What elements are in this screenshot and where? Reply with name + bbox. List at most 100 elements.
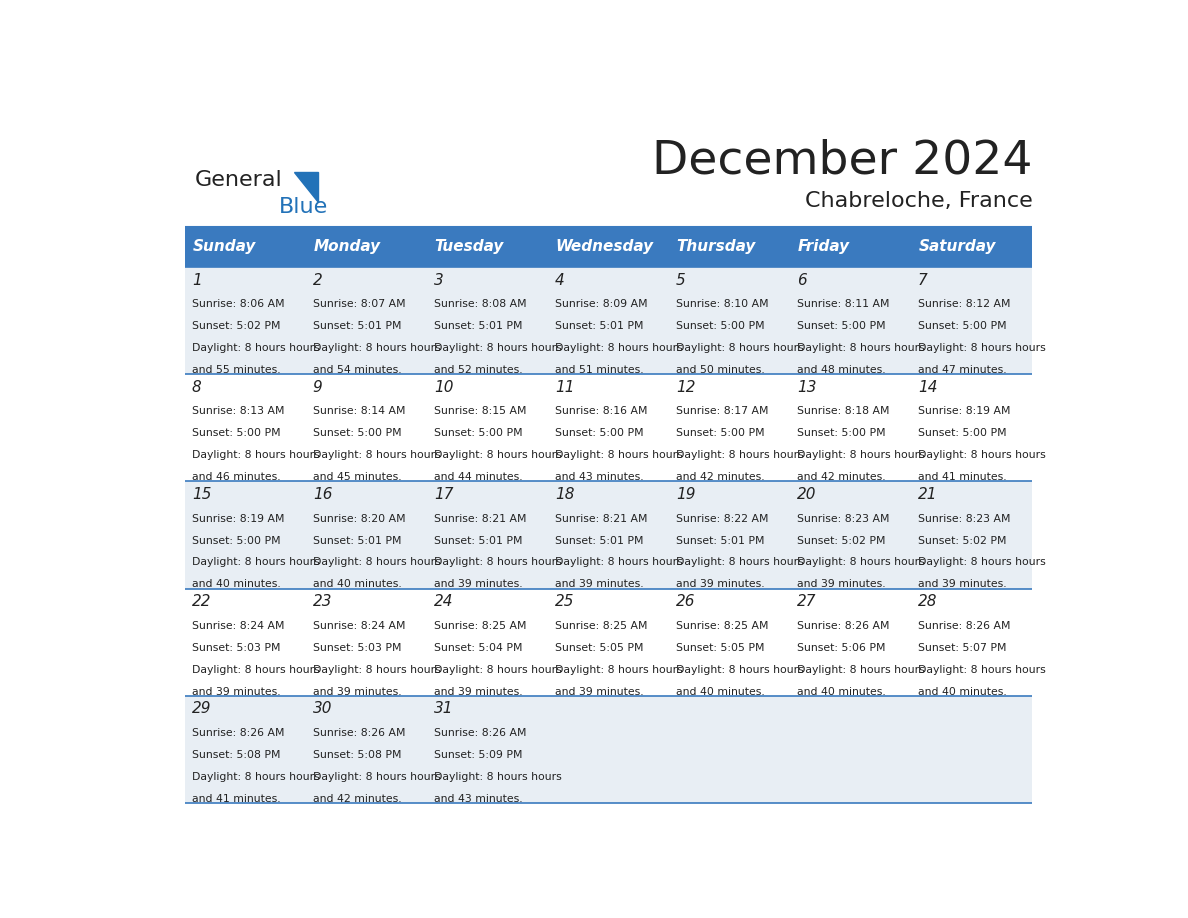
Text: Daylight: 8 hours hours: Daylight: 8 hours hours xyxy=(191,665,320,675)
Text: and 39 minutes.: and 39 minutes. xyxy=(797,579,885,589)
Text: Daylight: 8 hours hours: Daylight: 8 hours hours xyxy=(191,451,320,460)
Text: 18: 18 xyxy=(555,487,574,502)
Bar xyxy=(911,481,1032,588)
Text: Sunrise: 8:18 AM: Sunrise: 8:18 AM xyxy=(797,407,890,417)
Text: Sunrise: 8:26 AM: Sunrise: 8:26 AM xyxy=(797,621,890,631)
Text: 13: 13 xyxy=(797,380,816,395)
Text: 20: 20 xyxy=(797,487,816,502)
Text: Daylight: 8 hours hours: Daylight: 8 hours hours xyxy=(312,451,441,460)
Text: 11: 11 xyxy=(555,380,574,395)
Text: Daylight: 8 hours hours: Daylight: 8 hours hours xyxy=(555,665,683,675)
Text: Daylight: 8 hours hours: Daylight: 8 hours hours xyxy=(555,451,683,460)
Bar xyxy=(911,267,1032,375)
Text: and 52 minutes.: and 52 minutes. xyxy=(434,365,523,375)
Bar xyxy=(185,696,307,803)
Text: and 40 minutes.: and 40 minutes. xyxy=(918,687,1006,697)
Text: Sunrise: 8:19 AM: Sunrise: 8:19 AM xyxy=(191,513,284,523)
Text: Sunset: 5:05 PM: Sunset: 5:05 PM xyxy=(555,643,643,653)
Text: Sunset: 5:05 PM: Sunset: 5:05 PM xyxy=(676,643,764,653)
Text: Sunset: 5:01 PM: Sunset: 5:01 PM xyxy=(312,535,402,545)
Text: and 55 minutes.: and 55 minutes. xyxy=(191,365,280,375)
Text: 28: 28 xyxy=(918,594,937,610)
Text: Blue: Blue xyxy=(279,197,329,217)
Text: Daylight: 8 hours hours: Daylight: 8 hours hours xyxy=(191,557,320,567)
Text: Daylight: 8 hours hours: Daylight: 8 hours hours xyxy=(434,557,562,567)
Text: and 44 minutes.: and 44 minutes. xyxy=(434,472,523,482)
Text: and 39 minutes.: and 39 minutes. xyxy=(676,579,764,589)
Text: Sunrise: 8:09 AM: Sunrise: 8:09 AM xyxy=(555,299,647,309)
Text: 16: 16 xyxy=(312,487,333,502)
Text: Sunrise: 8:23 AM: Sunrise: 8:23 AM xyxy=(797,513,890,523)
Text: Sunrise: 8:24 AM: Sunrise: 8:24 AM xyxy=(312,621,405,631)
Text: Daylight: 8 hours hours: Daylight: 8 hours hours xyxy=(676,665,803,675)
Bar xyxy=(307,588,428,696)
Bar xyxy=(549,227,669,267)
Text: Sunrise: 8:13 AM: Sunrise: 8:13 AM xyxy=(191,407,284,417)
Text: 30: 30 xyxy=(312,701,333,716)
Bar xyxy=(307,696,428,803)
Text: Sunrise: 8:25 AM: Sunrise: 8:25 AM xyxy=(555,621,647,631)
Text: Sunset: 5:00 PM: Sunset: 5:00 PM xyxy=(797,429,885,439)
Text: December 2024: December 2024 xyxy=(652,139,1032,184)
Bar xyxy=(185,227,307,267)
Bar xyxy=(307,375,428,481)
Bar xyxy=(669,481,790,588)
Text: Sunrise: 8:23 AM: Sunrise: 8:23 AM xyxy=(918,513,1010,523)
Text: and 39 minutes.: and 39 minutes. xyxy=(918,579,1006,589)
Text: Daylight: 8 hours hours: Daylight: 8 hours hours xyxy=(434,772,562,782)
Text: Sunday: Sunday xyxy=(192,240,257,254)
Text: Daylight: 8 hours hours: Daylight: 8 hours hours xyxy=(434,665,562,675)
Text: 6: 6 xyxy=(797,273,807,287)
Text: and 39 minutes.: and 39 minutes. xyxy=(434,687,523,697)
Text: and 39 minutes.: and 39 minutes. xyxy=(555,687,644,697)
Text: Daylight: 8 hours hours: Daylight: 8 hours hours xyxy=(555,557,683,567)
Text: Sunset: 5:00 PM: Sunset: 5:00 PM xyxy=(918,429,1006,439)
Bar xyxy=(428,267,549,375)
Bar xyxy=(669,227,790,267)
Text: 7: 7 xyxy=(918,273,928,287)
Text: 2: 2 xyxy=(312,273,322,287)
Text: Daylight: 8 hours hours: Daylight: 8 hours hours xyxy=(312,557,441,567)
Bar xyxy=(911,696,1032,803)
Text: and 42 minutes.: and 42 minutes. xyxy=(312,794,402,804)
Text: 22: 22 xyxy=(191,594,211,610)
Bar xyxy=(185,375,307,481)
Bar xyxy=(307,481,428,588)
Text: and 41 minutes.: and 41 minutes. xyxy=(191,794,280,804)
Text: Daylight: 8 hours hours: Daylight: 8 hours hours xyxy=(918,557,1045,567)
Text: Sunrise: 8:22 AM: Sunrise: 8:22 AM xyxy=(676,513,769,523)
Text: 8: 8 xyxy=(191,380,202,395)
Bar xyxy=(185,588,307,696)
Text: Sunrise: 8:10 AM: Sunrise: 8:10 AM xyxy=(676,299,769,309)
Text: Sunset: 5:08 PM: Sunset: 5:08 PM xyxy=(312,750,402,760)
Text: Sunrise: 8:21 AM: Sunrise: 8:21 AM xyxy=(555,513,647,523)
Text: 1: 1 xyxy=(191,273,202,287)
Text: 5: 5 xyxy=(676,273,685,287)
Text: Sunrise: 8:26 AM: Sunrise: 8:26 AM xyxy=(191,728,284,738)
Bar xyxy=(428,227,549,267)
Text: 14: 14 xyxy=(918,380,937,395)
Text: Sunrise: 8:12 AM: Sunrise: 8:12 AM xyxy=(918,299,1010,309)
Text: Sunset: 5:01 PM: Sunset: 5:01 PM xyxy=(676,535,764,545)
Text: Thursday: Thursday xyxy=(677,240,756,254)
Bar xyxy=(790,481,911,588)
Text: 25: 25 xyxy=(555,594,574,610)
Text: Sunset: 5:01 PM: Sunset: 5:01 PM xyxy=(555,535,643,545)
Text: Daylight: 8 hours hours: Daylight: 8 hours hours xyxy=(918,451,1045,460)
Text: and 42 minutes.: and 42 minutes. xyxy=(676,472,764,482)
Text: and 48 minutes.: and 48 minutes. xyxy=(797,365,885,375)
Text: Daylight: 8 hours hours: Daylight: 8 hours hours xyxy=(797,343,924,353)
Text: and 41 minutes.: and 41 minutes. xyxy=(918,472,1006,482)
Text: 10: 10 xyxy=(434,380,454,395)
Text: Monday: Monday xyxy=(314,240,381,254)
Bar xyxy=(790,696,911,803)
Bar xyxy=(669,696,790,803)
Text: 26: 26 xyxy=(676,594,695,610)
Text: Sunrise: 8:26 AM: Sunrise: 8:26 AM xyxy=(312,728,405,738)
Text: 9: 9 xyxy=(312,380,322,395)
Text: Sunrise: 8:08 AM: Sunrise: 8:08 AM xyxy=(434,299,526,309)
Bar xyxy=(911,227,1032,267)
Text: Friday: Friday xyxy=(797,240,849,254)
Text: General: General xyxy=(195,170,283,190)
Text: Daylight: 8 hours hours: Daylight: 8 hours hours xyxy=(676,451,803,460)
